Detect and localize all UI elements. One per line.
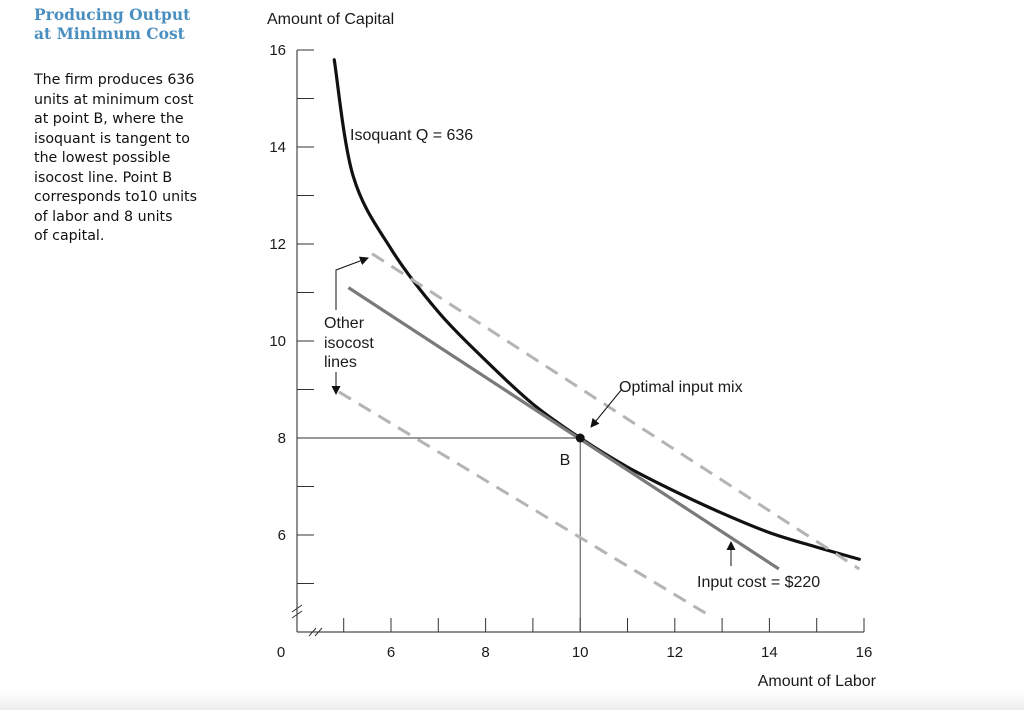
isocost-line-other bbox=[371, 252, 861, 571]
x-tick-label: 8 bbox=[481, 644, 489, 661]
x-tick-label: 12 bbox=[666, 644, 683, 661]
caption-line: the lowest possible bbox=[34, 150, 171, 166]
bottom-fade bbox=[0, 692, 1024, 710]
y-tick-label: 10 bbox=[269, 333, 286, 350]
caption-line: corresponds to10 units bbox=[34, 189, 197, 205]
point-b bbox=[575, 433, 585, 443]
point-b-label: B bbox=[560, 452, 571, 469]
sidebar-title-line: at Minimum Cost bbox=[34, 24, 185, 43]
y-tick-label: 16 bbox=[269, 42, 286, 59]
y-axis-label: Amount of Capital bbox=[267, 11, 394, 28]
arrow-to-optimal-point bbox=[590, 388, 623, 428]
x-tick-label: 16 bbox=[856, 644, 873, 661]
caption-line: isoquant is tangent to bbox=[34, 130, 190, 147]
x-axis-break bbox=[308, 627, 323, 637]
isocost-line-other bbox=[338, 390, 714, 619]
sidebar-title: Producing Output at Minimum Cost bbox=[34, 5, 234, 43]
caption-line: at point B, where the bbox=[34, 111, 184, 127]
caption-line: of capital. bbox=[34, 228, 105, 244]
input-cost-label: Input cost = $220 bbox=[697, 574, 820, 591]
optimal-mix-label: Optimal input mix bbox=[619, 379, 743, 396]
x-tick-label: 10 bbox=[572, 644, 589, 661]
other-isocost-label-line2: isocost bbox=[324, 335, 374, 352]
caption-line: The firm produces 636 bbox=[34, 72, 195, 88]
isocost-line-main bbox=[347, 286, 780, 571]
sidebar-caption: The firm produces 636 units at minimum c… bbox=[34, 71, 234, 247]
axes: 6 8 10 12 14 16 6 8 10 12 14 16 bbox=[269, 42, 872, 661]
sidebar-title-line: Producing Output bbox=[34, 5, 191, 24]
other-isocost-label-line3: lines bbox=[324, 354, 357, 371]
x-tick-label: 6 bbox=[387, 644, 395, 661]
annotation-layer: Amount of Capital Amount of Labor 0 Isoq… bbox=[267, 11, 877, 690]
other-isocost-label-line1: Other bbox=[324, 315, 365, 332]
x-axis-label: Amount of Labor bbox=[758, 673, 877, 690]
x-tick-label: 14 bbox=[761, 644, 778, 661]
series-layer bbox=[297, 58, 861, 632]
origin-label: 0 bbox=[277, 644, 285, 661]
caption-line: units at minimum cost bbox=[34, 91, 194, 108]
y-tick-label: 12 bbox=[269, 236, 286, 253]
isoquant-label: Isoquant Q = 636 bbox=[350, 127, 473, 144]
y-tick-label: 14 bbox=[269, 139, 286, 156]
arrow-to-upper-isocost bbox=[335, 256, 369, 310]
y-tick-label: 6 bbox=[278, 527, 286, 544]
y-axis-break bbox=[291, 604, 303, 619]
y-tick-label: 8 bbox=[278, 430, 286, 447]
caption-line: isocost line. Point B bbox=[34, 169, 173, 186]
caption-line: of labor and 8 units bbox=[34, 208, 173, 225]
